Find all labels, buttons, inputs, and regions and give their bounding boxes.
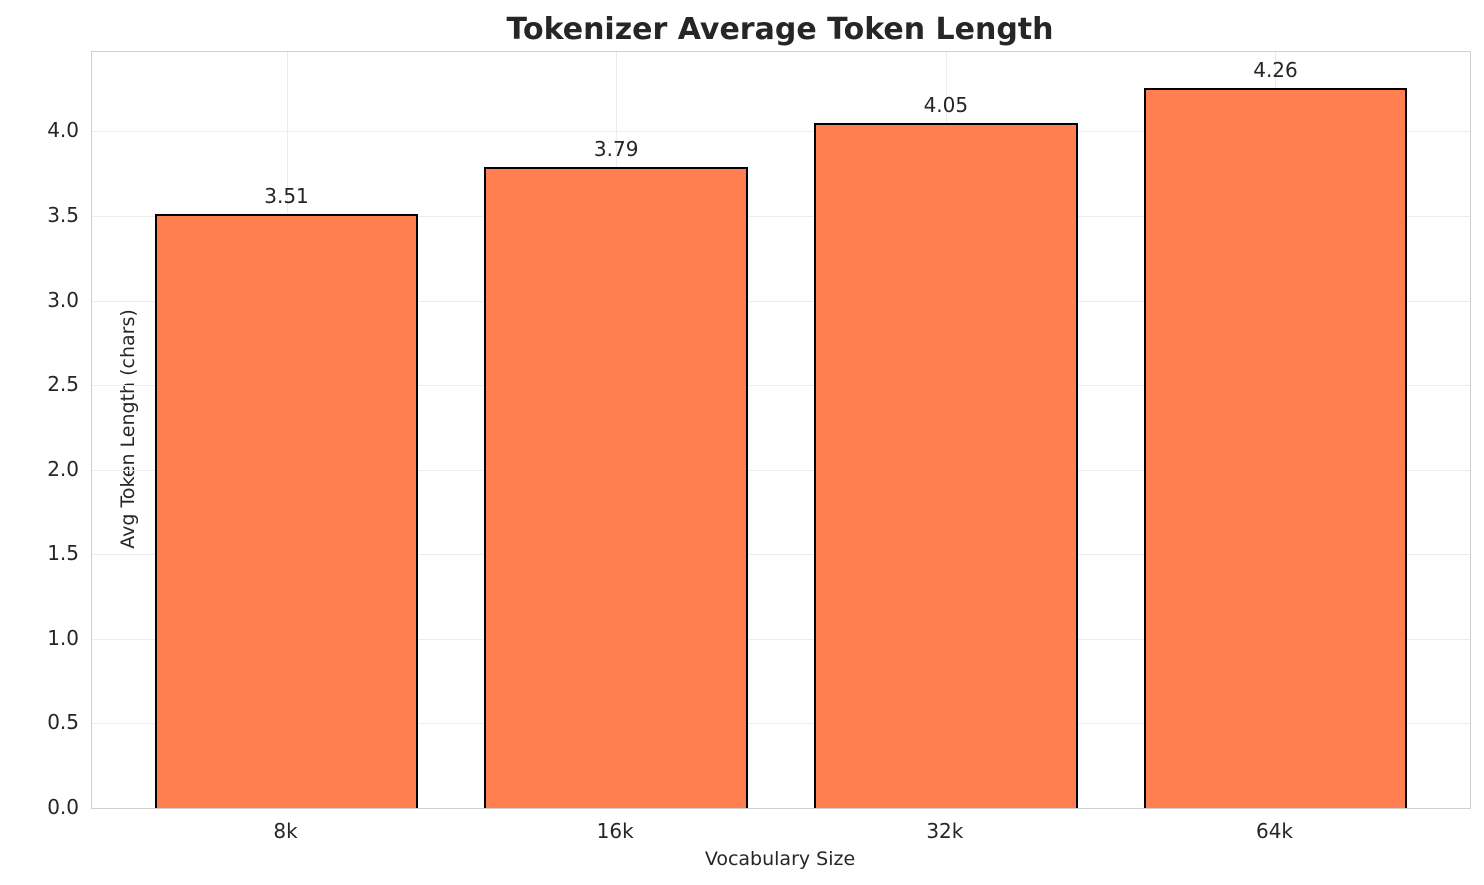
bar-8k	[154, 214, 419, 808]
y-tick-label: 2.5	[47, 372, 79, 397]
y-tick-label: 0.5	[47, 710, 79, 735]
y-tick-label: 1.0	[47, 625, 79, 650]
y-tick-label: 3.5	[47, 203, 79, 228]
y-gridline	[92, 554, 1470, 556]
bar-value-label: 3.51	[264, 184, 309, 209]
y-gridline	[92, 216, 1470, 218]
bar-value-label: 4.26	[1253, 57, 1298, 82]
x-tick-label: 64k	[1255, 819, 1293, 843]
y-axis-label: Avg Token Length (chars)	[116, 309, 139, 549]
y-tick-label: 1.5	[47, 541, 79, 566]
bar-16k	[484, 167, 749, 808]
y-tick-label: 0.0	[47, 795, 79, 819]
bar-32k	[813, 123, 1078, 808]
x-axis-label: Vocabulary Size	[704, 848, 856, 870]
x-tick-label: 32k	[926, 819, 964, 843]
plot-area: 3.51 3.79 4.05 4.26	[91, 51, 1471, 809]
y-tick-label: 2.0	[47, 456, 79, 481]
y-gridline	[92, 300, 1470, 302]
y-gridline	[92, 638, 1470, 640]
x-tick-label: 16k	[596, 819, 634, 843]
y-gridline	[92, 131, 1470, 133]
y-tick-label: 3.0	[47, 287, 79, 312]
y-gridline	[92, 723, 1470, 725]
x-tick-label: 8k	[273, 819, 298, 843]
chart-title: Tokenizer Average Token Length	[506, 12, 1054, 47]
bar-value-label: 4.05	[923, 93, 969, 118]
bar-64k	[1143, 87, 1408, 808]
bar-value-label: 3.79	[593, 137, 639, 161]
y-gridline	[92, 385, 1470, 387]
y-tick-label: 4.0	[47, 118, 79, 143]
y-gridline	[92, 469, 1470, 471]
